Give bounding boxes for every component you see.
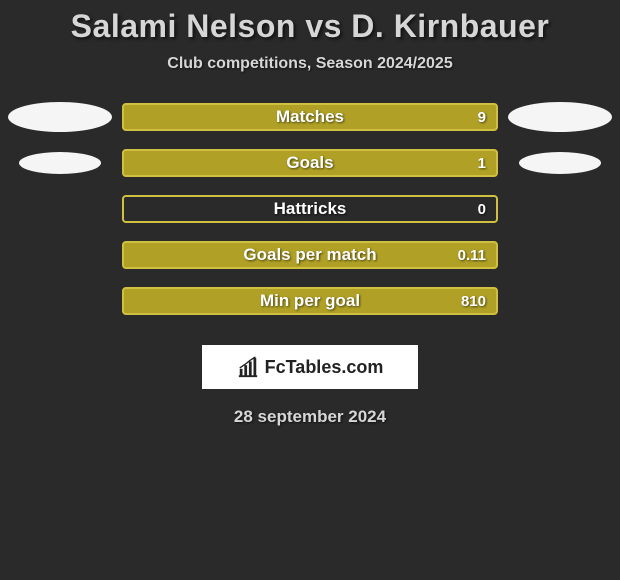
stat-row: Hattricks 0 [8,195,612,223]
stat-row: Goals per match 0.11 [8,241,612,269]
left-ellipse-slot [8,102,112,132]
chart-title: Salami Nelson vs D. Kirnbauer [0,8,620,45]
stat-bar: Goals 1 [122,149,498,177]
side-ellipse-right [519,152,601,174]
side-ellipse-left [19,152,101,174]
stat-value: 1 [478,155,486,172]
chart-subtitle: Club competitions, Season 2024/2025 [0,55,620,73]
stat-label: Min per goal [260,291,360,311]
stat-row: Matches 9 [8,103,612,131]
stat-label: Goals per match [243,245,376,265]
branding-text: FcTables.com [265,357,384,378]
stat-value: 0 [478,201,486,218]
right-ellipse-slot [508,152,612,174]
stat-bar: Matches 9 [122,103,498,131]
stat-row: Goals 1 [8,149,612,177]
stat-value: 9 [478,109,486,126]
chart-container: Salami Nelson vs D. Kirnbauer Club compe… [0,0,620,427]
chart-date: 28 september 2024 [0,407,620,427]
side-ellipse-left [8,102,112,132]
stat-label: Matches [276,107,344,127]
stat-row: Min per goal 810 [8,287,612,315]
left-ellipse-slot [8,152,112,174]
stat-value: 810 [461,293,486,310]
right-ellipse-slot [508,102,612,132]
stat-label: Hattricks [274,199,347,219]
stat-value: 0.11 [458,247,486,264]
stat-bar: Hattricks 0 [122,195,498,223]
stat-bar: Min per goal 810 [122,287,498,315]
branding-box: FcTables.com [202,345,418,389]
stat-bar: Goals per match 0.11 [122,241,498,269]
side-ellipse-right [508,102,612,132]
stat-label: Goals [286,153,333,173]
stats-rows: Matches 9 Goals 1 Hattricks 0 Goals per match 0… [0,103,620,315]
bar-chart-icon [237,356,259,378]
